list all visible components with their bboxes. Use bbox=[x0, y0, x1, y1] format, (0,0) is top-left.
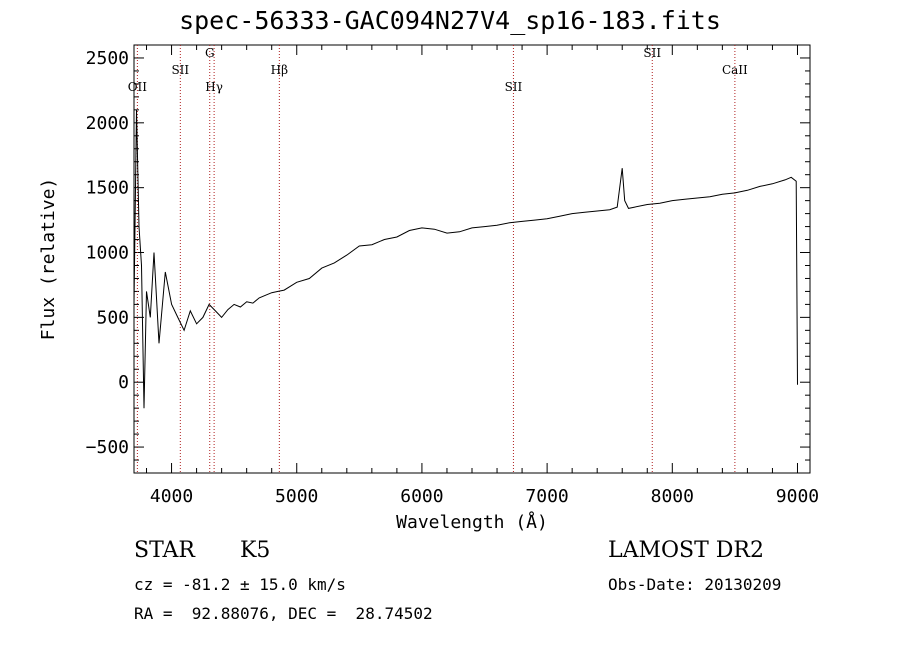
y-tick-label: 500 bbox=[96, 307, 129, 328]
x-axis-label: Wavelength (Å) bbox=[396, 511, 548, 533]
y-axis-label: Flux (relative) bbox=[38, 178, 59, 341]
y-tick-label: 2500 bbox=[86, 48, 129, 69]
object-class-label: STAR bbox=[134, 538, 195, 563]
x-tick-label: 6000 bbox=[400, 486, 443, 507]
spectral-line-label: CaII bbox=[722, 63, 748, 77]
x-tick-label: 7000 bbox=[525, 486, 568, 507]
x-tick-label: 8000 bbox=[651, 486, 694, 507]
x-tick-label: 9000 bbox=[776, 486, 819, 507]
spectral-line-label: OII bbox=[128, 80, 148, 94]
y-tick-label: 2000 bbox=[86, 113, 129, 134]
spectral-line-label: Hβ bbox=[271, 63, 288, 77]
spectral-line-label: SII bbox=[505, 80, 523, 94]
spectral-line-label: SII bbox=[171, 63, 189, 77]
spectral-line-label: G bbox=[205, 46, 215, 60]
plot-frame bbox=[133, 44, 811, 474]
y-tick-label: 0 bbox=[118, 372, 129, 393]
subclass-label: K5 bbox=[240, 538, 271, 563]
survey-label: LAMOST DR2 bbox=[608, 538, 764, 563]
y-tick-label: 1000 bbox=[86, 243, 129, 264]
spectral-line-label: SII bbox=[643, 46, 661, 60]
observation-date-label: Obs-Date: 20130209 bbox=[608, 575, 782, 594]
chart-title: spec-56333-GAC094N27V4_sp16-183.fits bbox=[179, 6, 721, 35]
redshift-velocity-label: cz = -81.2 ± 15.0 km/s bbox=[134, 575, 346, 594]
spectrum-line bbox=[133, 109, 798, 409]
y-tick-label: 1500 bbox=[86, 178, 129, 199]
x-tick-label: 4000 bbox=[150, 486, 193, 507]
x-tick-label: 5000 bbox=[275, 486, 318, 507]
ra-dec-label: RA = 92.88076, DEC = 28.74502 bbox=[134, 604, 433, 623]
y-tick-label: −500 bbox=[86, 437, 129, 458]
spectral-line-label: Hγ bbox=[205, 80, 223, 94]
